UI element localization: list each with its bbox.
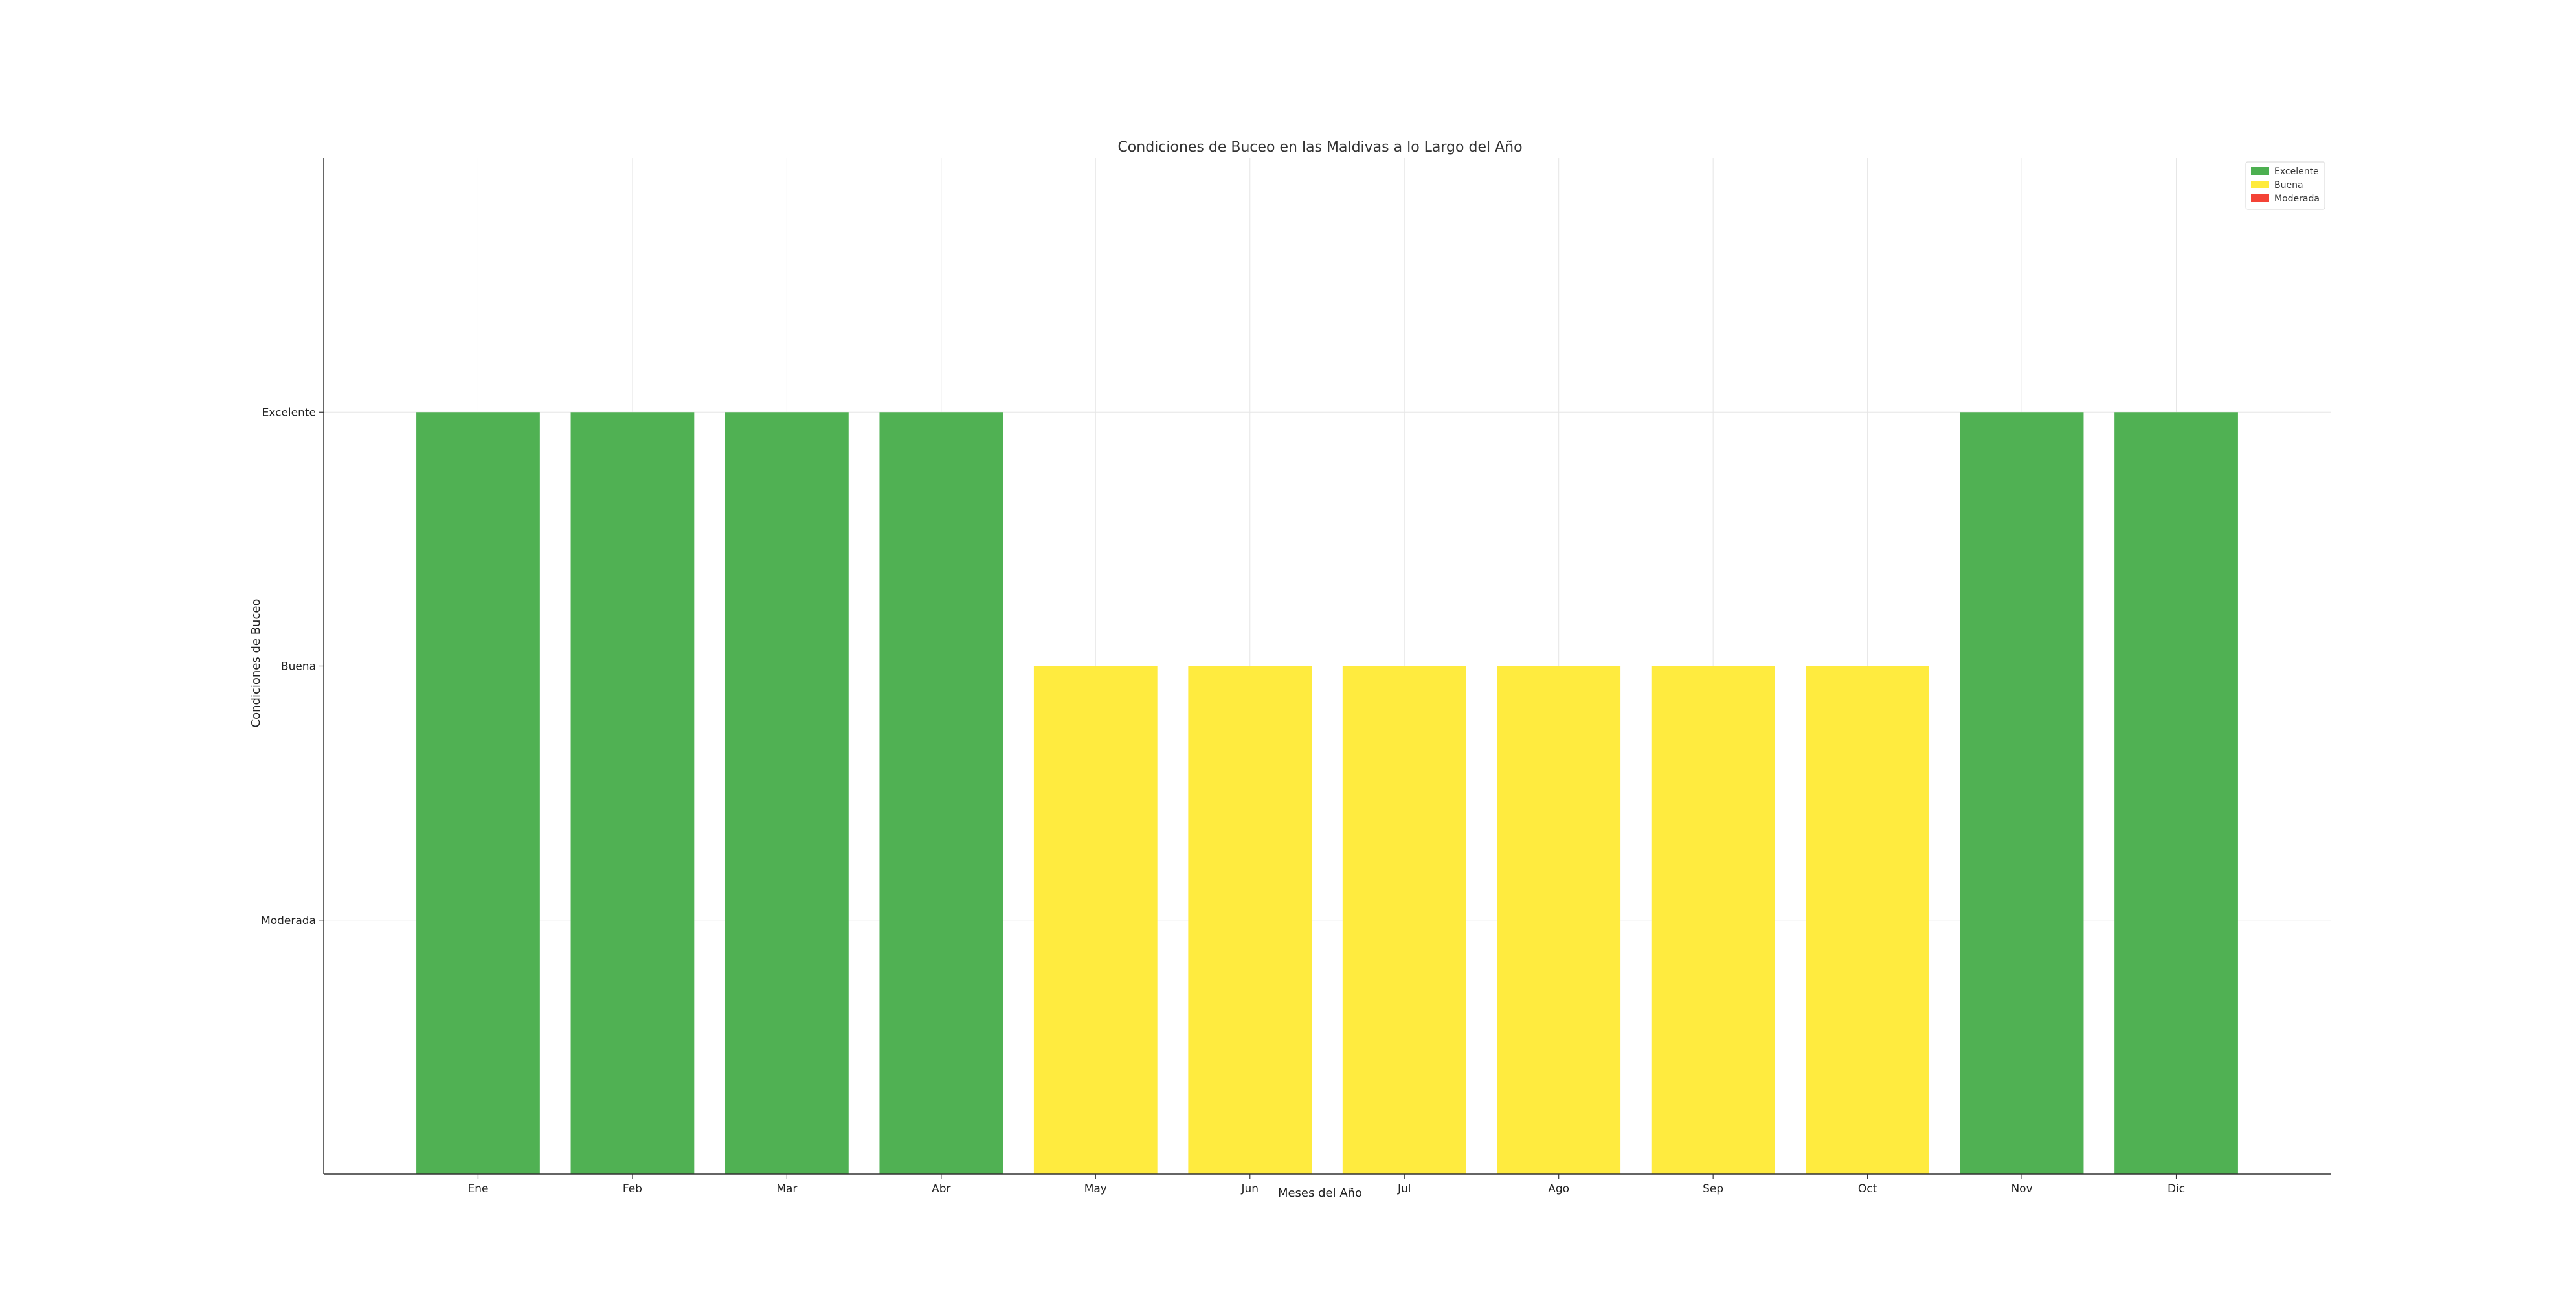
x-tick-label: Ago [1548, 1182, 1569, 1195]
x-tick-label: Jul [1397, 1182, 1411, 1195]
bar-sep [1651, 666, 1775, 1174]
bar-mar [725, 412, 849, 1174]
legend-swatch [2251, 167, 2269, 175]
axes-layer: Ene Feb Mar Abr May Jun Jul Ago Sep Oct Nov Dic Mode… [261, 158, 2331, 1195]
legend-swatch [2251, 194, 2269, 202]
bar-jun [1188, 666, 1312, 1174]
bar-abr [879, 412, 1003, 1174]
x-tick-label: Feb [623, 1182, 642, 1195]
x-tick-label: Nov [2011, 1182, 2032, 1195]
x-tick-label: Ene [467, 1182, 488, 1195]
legend-label: Excelente [2274, 166, 2319, 177]
bar-oct [1806, 666, 1929, 1174]
bar-dic [2114, 412, 2238, 1174]
x-tick-label: Sep [1703, 1182, 1723, 1195]
legend-label: Buena [2274, 180, 2303, 190]
y-tick-label: Excelente [262, 406, 316, 419]
x-tick-label: Oct [1858, 1182, 1877, 1195]
x-tick-label: Abr [932, 1182, 950, 1195]
bars-layer [416, 412, 2238, 1174]
legend: Excelente Buena Moderada [2245, 161, 2325, 210]
x-tick-label: Mar [776, 1182, 797, 1195]
bar-nov [1960, 412, 2084, 1174]
x-tick-label: Dic [2167, 1182, 2185, 1195]
x-axis-label: Meses del Año [1278, 1186, 1362, 1200]
bar-feb [570, 412, 695, 1174]
x-tick-label: Jun [1240, 1182, 1259, 1195]
legend-swatch [2251, 181, 2269, 188]
y-tick-label: Buena [281, 661, 316, 673]
y-tick-label: Moderada [261, 914, 316, 927]
bar-ago [1497, 666, 1621, 1174]
bar-may [1033, 666, 1158, 1174]
y-axis-label: Condiciones de Buceo [249, 599, 263, 728]
legend-label: Moderada [2274, 194, 2320, 204]
x-tick-label: May [1084, 1182, 1107, 1195]
bar-ene [416, 412, 540, 1174]
bar-jul [1342, 666, 1466, 1174]
chart-title: Condiciones de Buceo en las Maldivas a l… [1117, 139, 1522, 155]
